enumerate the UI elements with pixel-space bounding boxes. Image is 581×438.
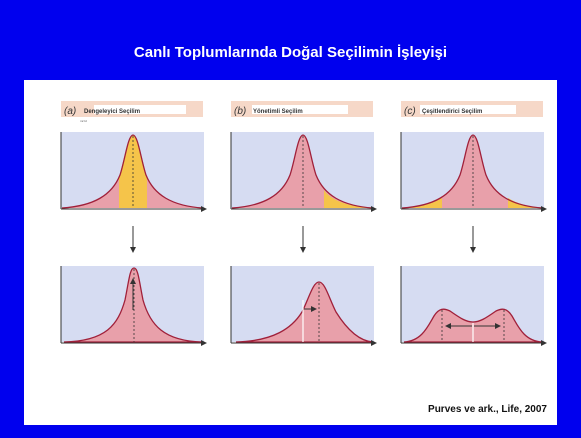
source-credit: Purves ve ark., Life, 2007	[428, 404, 547, 415]
figure-panel: (a) Dengeleyici Seçilim mrzd (b)	[24, 80, 557, 425]
slide-title: Canlı Toplumlarında Doğal Seçilimin İşle…	[133, 44, 448, 61]
curve-outline	[231, 134, 374, 209]
diagram-label: Çeşitlendirici Seçilim	[422, 109, 482, 115]
distribution-curve	[235, 281, 374, 343]
selection-figure: (a) Dengeleyici Seçilim mrzd (b)	[60, 101, 547, 346]
diagram-stabilizing: (a) Dengeleyici Seçilim mrzd	[60, 101, 207, 346]
diagram-letter: (c)	[404, 106, 416, 117]
diagram-letter: (a)	[64, 106, 76, 117]
label-box	[252, 105, 348, 114]
diagram-disruptive: (c) Çeşitlendirici Seçilim	[400, 101, 547, 346]
curve-outline	[61, 134, 204, 209]
selected-region-right	[508, 198, 543, 208]
diagram-letter: (b)	[234, 106, 246, 117]
diagram-directional: (b) Yönetimli Seçilim	[230, 101, 377, 346]
label-box	[94, 105, 186, 114]
distribution-curve	[402, 135, 543, 208]
selected-region	[324, 190, 373, 208]
diagram-label: Dengeleyici Seçilim	[84, 109, 140, 115]
diagram-label: Yönetimli Seçilim	[253, 109, 303, 115]
distribution-curve	[232, 135, 373, 208]
label-box	[420, 105, 516, 114]
selected-region-left	[402, 198, 442, 208]
curve-outline	[401, 134, 544, 209]
diagram-sublabel: mrzd	[80, 119, 87, 123]
